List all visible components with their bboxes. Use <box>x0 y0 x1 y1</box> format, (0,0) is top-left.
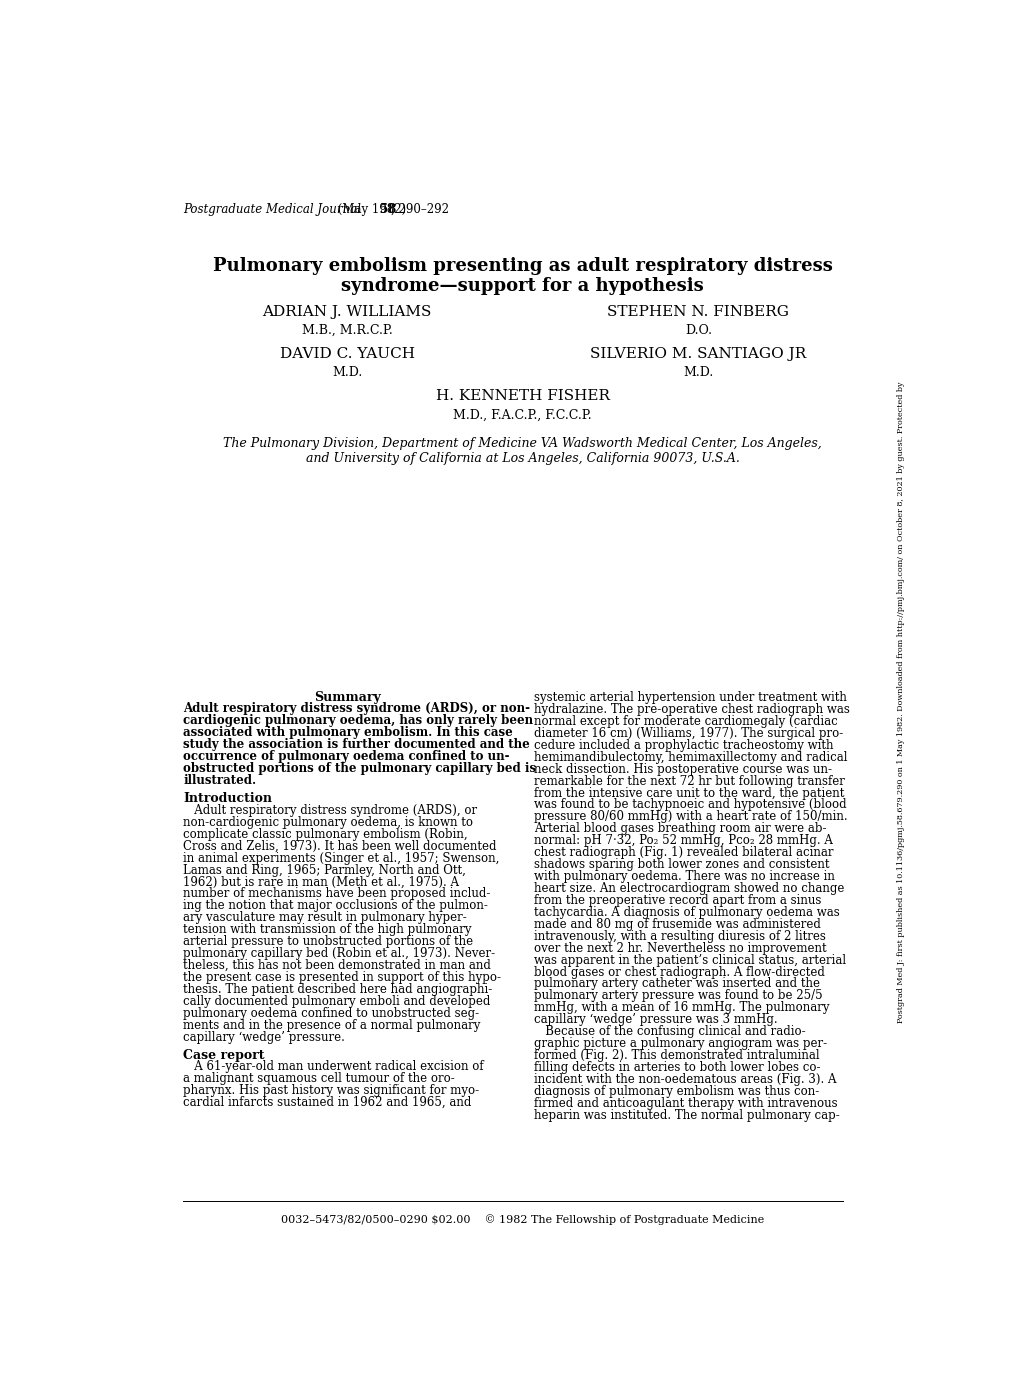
Text: Postgrad Med J: first published as 10.1136/pgmj.58.679.290 on 1 May 1982. Downlo: Postgrad Med J: first published as 10.11… <box>896 381 904 1022</box>
Text: cedure included a prophylactic tracheostomy with: cedure included a prophylactic tracheost… <box>534 739 834 751</box>
Text: filling defects in arteries to both lower lobes co-: filling defects in arteries to both lowe… <box>534 1061 820 1074</box>
Text: obstructed portions of the pulmonary capillary bed is: obstructed portions of the pulmonary cap… <box>183 763 536 775</box>
Text: STEPHEN N. FINBERG: STEPHEN N. FINBERG <box>606 304 789 318</box>
Text: a malignant squamous cell tumour of the oro-: a malignant squamous cell tumour of the … <box>183 1072 454 1085</box>
Text: mmHg, with a mean of 16 mmHg. The pulmonary: mmHg, with a mean of 16 mmHg. The pulmon… <box>534 1001 829 1014</box>
Text: diagnosis of pulmonary embolism was thus con-: diagnosis of pulmonary embolism was thus… <box>534 1085 819 1097</box>
Text: (May 1982): (May 1982) <box>334 203 410 215</box>
Text: blood gases or chest radiograph. A flow-directed: blood gases or chest radiograph. A flow-… <box>534 965 824 979</box>
Text: thesis. The patient described here had angiographi-: thesis. The patient described here had a… <box>183 983 492 996</box>
Text: occurrence of pulmonary oedema confined to un-: occurrence of pulmonary oedema confined … <box>183 750 510 763</box>
Text: Introduction: Introduction <box>183 793 272 806</box>
Text: number of mechanisms have been proposed includ-: number of mechanisms have been proposed … <box>183 888 490 900</box>
Text: Arterial blood gases breathing room air were ab-: Arterial blood gases breathing room air … <box>534 822 826 835</box>
Text: tension with transmission of the high pulmonary: tension with transmission of the high pu… <box>183 924 472 936</box>
Text: Summary: Summary <box>314 692 380 704</box>
Text: normal: pH 7·32, Po₂ 52 mmHg, Pco₂ 28 mmHg. A: normal: pH 7·32, Po₂ 52 mmHg, Pco₂ 28 mm… <box>534 835 833 847</box>
Text: pulmonary oedema confined to unobstructed seg-: pulmonary oedema confined to unobstructe… <box>183 1007 479 1020</box>
Text: from the preoperative record apart from a sinus: from the preoperative record apart from … <box>534 895 821 907</box>
Text: and University of California at Los Angeles, California 90073, U.S.A.: and University of California at Los Ange… <box>306 453 739 465</box>
Text: The Pulmonary Division, Department of Medicine VA Wadsworth Medical Center, Los : The Pulmonary Division, Department of Me… <box>223 438 821 450</box>
Text: 1962) but is rare in man (Meth et al., 1975). A: 1962) but is rare in man (Meth et al., 1… <box>183 875 459 889</box>
Text: capillary ‘wedge’ pressure.: capillary ‘wedge’ pressure. <box>183 1031 344 1043</box>
Text: graphic picture a pulmonary angiogram was per-: graphic picture a pulmonary angiogram wa… <box>534 1038 826 1050</box>
Text: hydralazine. The pre-operative chest radiograph was: hydralazine. The pre-operative chest rad… <box>534 703 850 715</box>
Text: pulmonary artery pressure was found to be 25/5: pulmonary artery pressure was found to b… <box>534 989 822 1003</box>
Text: ments and in the presence of a normal pulmonary: ments and in the presence of a normal pu… <box>183 1018 480 1032</box>
Text: cardial infarcts sustained in 1962 and 1965, and: cardial infarcts sustained in 1962 and 1… <box>183 1096 471 1110</box>
Text: DAVID C. YAUCH: DAVID C. YAUCH <box>279 347 415 361</box>
Text: M.D.: M.D. <box>332 367 362 379</box>
Text: was apparent in the patient’s clinical status, arterial: was apparent in the patient’s clinical s… <box>534 954 846 967</box>
Text: firmed and anticoagulant therapy with intravenous: firmed and anticoagulant therapy with in… <box>534 1097 838 1110</box>
Text: 0032–5473/82/0500–0290 $02.00    © 1982 The Fellowship of Postgraduate Medicine: 0032–5473/82/0500–0290 $02.00 © 1982 The… <box>281 1214 763 1225</box>
Text: shadows sparing both lower zones and consistent: shadows sparing both lower zones and con… <box>534 858 829 871</box>
Text: Pulmonary embolism presenting as adult respiratory distress: Pulmonary embolism presenting as adult r… <box>213 257 832 275</box>
Text: A 61-year-old man underwent radical excision of: A 61-year-old man underwent radical exci… <box>183 1060 483 1074</box>
Text: the present case is presented in support of this hypo-: the present case is presented in support… <box>183 971 500 983</box>
Text: ADRIAN J. WILLIAMS: ADRIAN J. WILLIAMS <box>262 304 431 318</box>
Text: capillary ‘wedge’ pressure was 3 mmHg.: capillary ‘wedge’ pressure was 3 mmHg. <box>534 1014 777 1026</box>
Text: heart size. An electrocardiogram showed no change: heart size. An electrocardiogram showed … <box>534 882 844 895</box>
Text: arterial pressure to unobstructed portions of the: arterial pressure to unobstructed portio… <box>183 935 473 949</box>
Text: formed (Fig. 2). This demonstrated intraluminal: formed (Fig. 2). This demonstrated intra… <box>534 1049 819 1063</box>
Text: Postgraduate Medical Journal: Postgraduate Medical Journal <box>183 203 361 215</box>
Text: associated with pulmonary embolism. In this case: associated with pulmonary embolism. In t… <box>183 726 513 739</box>
Text: syndrome—support for a hypothesis: syndrome—support for a hypothesis <box>341 276 703 294</box>
Text: Case report: Case report <box>183 1049 265 1063</box>
Text: study the association is further documented and the: study the association is further documen… <box>183 738 530 751</box>
Text: from the intensive care unit to the ward, the patient: from the intensive care unit to the ward… <box>534 786 844 800</box>
Text: M.D., F.A.C.P., F.C.C.P.: M.D., F.A.C.P., F.C.C.P. <box>453 408 591 421</box>
Text: M.B., M.R.C.P.: M.B., M.R.C.P. <box>302 324 392 336</box>
Text: theless, this has not been demonstrated in man and: theless, this has not been demonstrated … <box>183 958 491 972</box>
Text: ary vasculature may result in pulmonary hyper-: ary vasculature may result in pulmonary … <box>183 911 467 924</box>
Text: M.D.: M.D. <box>683 367 712 379</box>
Text: , 290–292: , 290–292 <box>390 203 448 215</box>
Text: normal except for moderate cardiomegaly (cardiac: normal except for moderate cardiomegaly … <box>534 715 838 728</box>
Text: SILVERIO M. SANTIAGO JR: SILVERIO M. SANTIAGO JR <box>590 347 806 361</box>
Text: complicate classic pulmonary embolism (Robin,: complicate classic pulmonary embolism (R… <box>183 828 468 840</box>
Text: remarkable for the next 72 hr but following transfer: remarkable for the next 72 hr but follow… <box>534 775 845 788</box>
Text: in animal experiments (Singer et al., 1957; Swenson,: in animal experiments (Singer et al., 19… <box>183 851 499 864</box>
Text: non-cardiogenic pulmonary oedema, is known to: non-cardiogenic pulmonary oedema, is kno… <box>183 815 473 829</box>
Text: over the next 2 hr. Nevertheless no improvement: over the next 2 hr. Nevertheless no impr… <box>534 942 826 954</box>
Text: hemimandibulectomy, hemimaxillectomy and radical: hemimandibulectomy, hemimaxillectomy and… <box>534 750 847 764</box>
Text: pharynx. His past history was significant for myo-: pharynx. His past history was significan… <box>183 1085 479 1097</box>
Text: Lamas and Ring, 1965; Parmley, North and Ott,: Lamas and Ring, 1965; Parmley, North and… <box>183 864 466 876</box>
Text: Because of the confusing clinical and radio-: Because of the confusing clinical and ra… <box>534 1025 805 1038</box>
Text: was found to be tachypnoeic and hypotensive (blood: was found to be tachypnoeic and hypotens… <box>534 799 846 811</box>
Text: 58: 58 <box>380 203 396 215</box>
Text: made and 80 mg of frusemide was administered: made and 80 mg of frusemide was administ… <box>534 918 820 931</box>
Text: intravenously, with a resulting diuresis of 2 litres: intravenously, with a resulting diuresis… <box>534 929 825 943</box>
Text: tachycardia. A diagnosis of pulmonary oedema was: tachycardia. A diagnosis of pulmonary oe… <box>534 906 840 920</box>
Text: pulmonary artery catheter was inserted and the: pulmonary artery catheter was inserted a… <box>534 978 819 990</box>
Text: incident with the non-oedematous areas (Fig. 3). A: incident with the non-oedematous areas (… <box>534 1072 836 1086</box>
Text: heparin was instituted. The normal pulmonary cap-: heparin was instituted. The normal pulmo… <box>534 1108 840 1122</box>
Text: pulmonary capillary bed (Robin et al., 1973). Never-: pulmonary capillary bed (Robin et al., 1… <box>183 947 495 960</box>
Text: illustrated.: illustrated. <box>183 774 256 788</box>
Text: ing the notion that major occlusions of the pulmon-: ing the notion that major occlusions of … <box>183 899 488 913</box>
Text: H. KENNETH FISHER: H. KENNETH FISHER <box>435 389 609 403</box>
Text: systemic arterial hypertension under treatment with: systemic arterial hypertension under tre… <box>534 692 847 704</box>
Text: cally documented pulmonary emboli and developed: cally documented pulmonary emboli and de… <box>183 995 490 1008</box>
Text: Adult respiratory distress syndrome (ARDS), or non-: Adult respiratory distress syndrome (ARD… <box>183 703 530 715</box>
Text: Adult respiratory distress syndrome (ARDS), or: Adult respiratory distress syndrome (ARD… <box>183 804 477 817</box>
Text: Cross and Zelis, 1973). It has been well documented: Cross and Zelis, 1973). It has been well… <box>183 839 496 853</box>
Text: with pulmonary oedema. There was no increase in: with pulmonary oedema. There was no incr… <box>534 870 835 883</box>
Text: neck dissection. His postoperative course was un-: neck dissection. His postoperative cours… <box>534 763 832 775</box>
Text: cardiogenic pulmonary oedema, has only rarely been: cardiogenic pulmonary oedema, has only r… <box>183 714 533 728</box>
Text: pressure 80/60 mmHg) with a heart rate of 150/min.: pressure 80/60 mmHg) with a heart rate o… <box>534 810 847 824</box>
Text: diameter 16 cm) (Williams, 1977). The surgical pro-: diameter 16 cm) (Williams, 1977). The su… <box>534 726 843 740</box>
Text: chest radiograph (Fig. 1) revealed bilateral acinar: chest radiograph (Fig. 1) revealed bilat… <box>534 846 834 860</box>
Text: D.O.: D.O. <box>684 324 711 336</box>
